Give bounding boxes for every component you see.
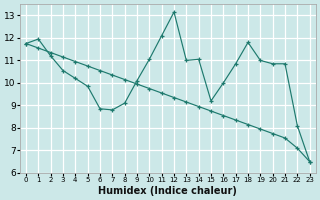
X-axis label: Humidex (Indice chaleur): Humidex (Indice chaleur) xyxy=(98,186,237,196)
